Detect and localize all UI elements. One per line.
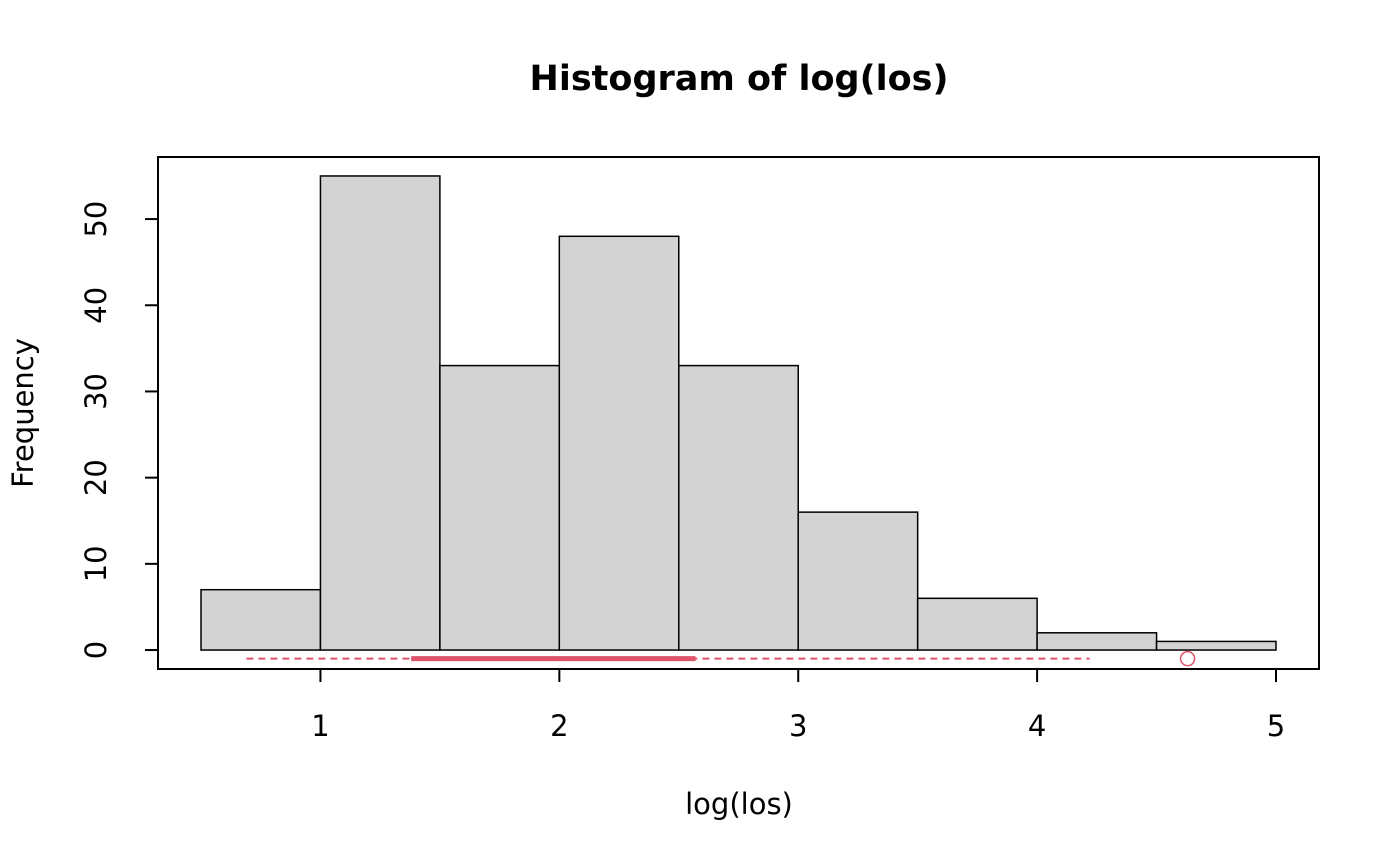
x-tick-label: 4 — [1028, 709, 1046, 743]
bar — [200, 588, 322, 651]
x-tick-label: 3 — [789, 709, 807, 743]
bar — [558, 235, 680, 651]
bar — [319, 175, 441, 651]
y-tick-label: 50 — [79, 201, 113, 238]
x-tick-label: 1 — [311, 709, 329, 743]
bar — [1036, 632, 1158, 651]
y-axis-label: Frequency — [6, 338, 40, 488]
chart-title: Histogram of log(los) — [530, 59, 949, 99]
x-tick-label: 2 — [550, 709, 568, 743]
x-axis-label: log(los) — [685, 787, 793, 821]
y-tick-label: 40 — [79, 287, 113, 324]
plot-frame — [157, 156, 1320, 670]
y-tick-label: 30 — [79, 373, 113, 410]
bar — [916, 597, 1038, 651]
y-tick-label: 0 — [79, 641, 113, 659]
y-tick-label: 10 — [79, 545, 113, 582]
bar — [439, 364, 561, 651]
bar — [678, 364, 799, 651]
x-tick-label: 5 — [1267, 709, 1285, 743]
boxplot-outlier — [1179, 650, 1196, 667]
y-tick-label: 20 — [79, 459, 113, 496]
bar — [1155, 640, 1277, 651]
bar — [797, 511, 919, 651]
